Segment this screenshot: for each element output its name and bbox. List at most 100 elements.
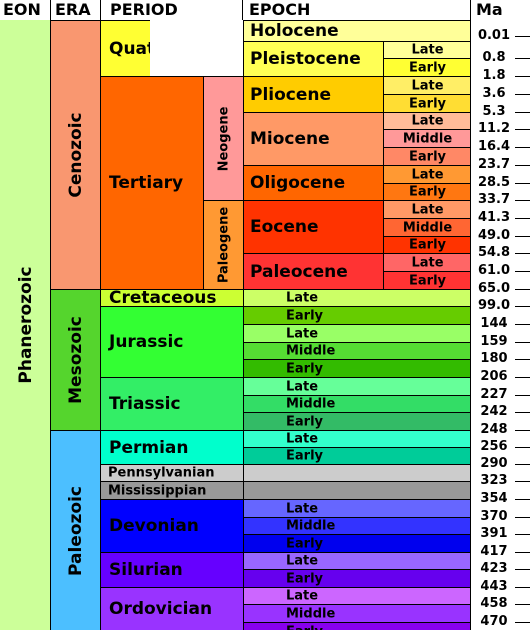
subdivision-late: Late	[383, 253, 471, 271]
header-divider	[50, 0, 51, 20]
epoch-label: Holocene	[250, 21, 339, 41]
subdivision-label: Late	[286, 431, 319, 447]
subdivision-late: Late	[383, 41, 471, 58]
period-triassic: Triassic	[100, 377, 243, 430]
subdivision-late: Late	[243, 324, 471, 342]
subdivision-label: Late	[286, 501, 319, 516]
subdivision-early: Early	[383, 58, 471, 76]
subdivision-late: Late	[243, 289, 471, 306]
subdivision-middle: Middle	[383, 129, 471, 147]
ma-label: 11.2	[474, 122, 514, 136]
subdivision-label: Middle	[286, 518, 336, 534]
ma-label: 28.5	[474, 176, 514, 190]
ma-label: 180	[474, 352, 514, 366]
era-label: Mesozoic	[66, 316, 86, 404]
epoch-oligocene: Oligocene	[243, 165, 383, 200]
ma-tick	[515, 604, 530, 605]
ma-tick	[515, 517, 530, 518]
ma-tick	[515, 147, 530, 148]
subperiod-paleogene: Paleogene	[203, 200, 243, 289]
subdivision-label: Late	[286, 290, 319, 306]
ma-label: 54.8	[474, 246, 514, 260]
subdivision-label: Early	[409, 273, 446, 288]
ma-label: 370	[474, 510, 514, 524]
subdivision-middle: Middle	[243, 517, 471, 534]
header-ma: Ma	[476, 0, 503, 19]
subdivision-late: Late	[243, 499, 471, 517]
ma-label: 49.0	[474, 229, 514, 243]
subdivision-late: Late	[243, 377, 471, 395]
period-label: Ordovician	[109, 599, 213, 619]
subdivision-early: Early	[243, 569, 471, 587]
ma-label: 0.01	[474, 29, 514, 43]
ma-label: 33.7	[474, 193, 514, 207]
period-label: Silurian	[109, 560, 183, 580]
subdivision-label: Late	[411, 113, 444, 129]
subdivision-early: Early	[243, 412, 471, 430]
epoch-paleocene: Paleocene	[243, 253, 383, 289]
ma-tick	[515, 447, 530, 448]
ma-tick	[515, 324, 530, 325]
period-tertiary: Tertiary	[100, 76, 203, 289]
ma-tick	[515, 183, 530, 184]
subdivision-label: Middle	[402, 220, 453, 235]
subdivision-early: Early	[383, 236, 471, 253]
epoch-column-border	[470, 20, 471, 630]
subdivision-label: Early	[286, 361, 323, 376]
ma-tick	[515, 129, 530, 130]
header-era: ERA	[55, 0, 91, 19]
period-label: Jurassic	[109, 332, 184, 352]
subdivision-middle: Middle	[243, 342, 471, 359]
subdivision-label: Early	[409, 96, 446, 111]
ma-tick	[515, 36, 530, 37]
subdivision-label: Early	[409, 149, 446, 164]
subdivision-label: Late	[411, 255, 444, 270]
period-pennsylvanian: Pennsylvanian	[100, 464, 243, 481]
ma-tick	[515, 552, 530, 553]
subdivision-label: Middle	[286, 396, 336, 412]
subdivision-label: Early	[286, 308, 323, 323]
ma-tick	[515, 534, 530, 535]
ma-label: 5.3	[474, 105, 514, 119]
ma-label: 391	[474, 527, 514, 541]
ma-label: 423	[474, 562, 514, 576]
period-label: Pennsylvanian	[108, 465, 215, 481]
epoch-miocene: Miocene	[243, 112, 383, 165]
ma-tick	[515, 499, 530, 500]
ma-label: 144	[474, 317, 514, 331]
subdivision-early: Early	[383, 183, 471, 200]
period-permian: Permian	[100, 430, 243, 464]
period-silurian: Silurian	[100, 552, 243, 587]
epoch-eocene: Eocene	[243, 200, 383, 253]
ma-label: 3.6	[474, 87, 514, 101]
subdivision-late: Late	[243, 552, 471, 569]
ma-tick	[515, 412, 530, 413]
eon-phanerozoic: Phanerozoic	[0, 20, 51, 630]
ma-tick	[515, 289, 530, 290]
ma-label: 16.4	[474, 140, 514, 154]
subdivision-label: Late	[286, 588, 319, 604]
ma-tick	[515, 271, 530, 272]
subdivision-late: Late	[383, 112, 471, 129]
period-label: Permian	[109, 437, 189, 458]
subdivision-label: Middle	[286, 343, 336, 359]
subdivision-label: Late	[411, 202, 444, 217]
ma-tick	[515, 218, 530, 219]
subdivision-late: Late	[383, 76, 471, 94]
period-label: Cretaceous	[109, 289, 217, 306]
ma-label: 354	[474, 492, 514, 506]
subdivision-label: Early	[286, 571, 323, 586]
ma-label: 417	[474, 545, 514, 559]
subdivision-label: Middle	[402, 131, 453, 146]
subdivision-label: Late	[286, 379, 319, 394]
subdivision-middle: Middle	[243, 395, 471, 412]
header-period: PERIOD	[110, 0, 178, 19]
period-label: Triassic	[109, 394, 181, 414]
subdivision-early: Early	[243, 534, 471, 552]
subdivision-late: Late	[243, 430, 471, 447]
subdivision-late: Late	[383, 200, 471, 218]
ma-label: 1.8	[474, 69, 514, 83]
subperiod-label: Paleogene	[216, 206, 231, 284]
epoch-label: Pliocene	[250, 84, 332, 105]
